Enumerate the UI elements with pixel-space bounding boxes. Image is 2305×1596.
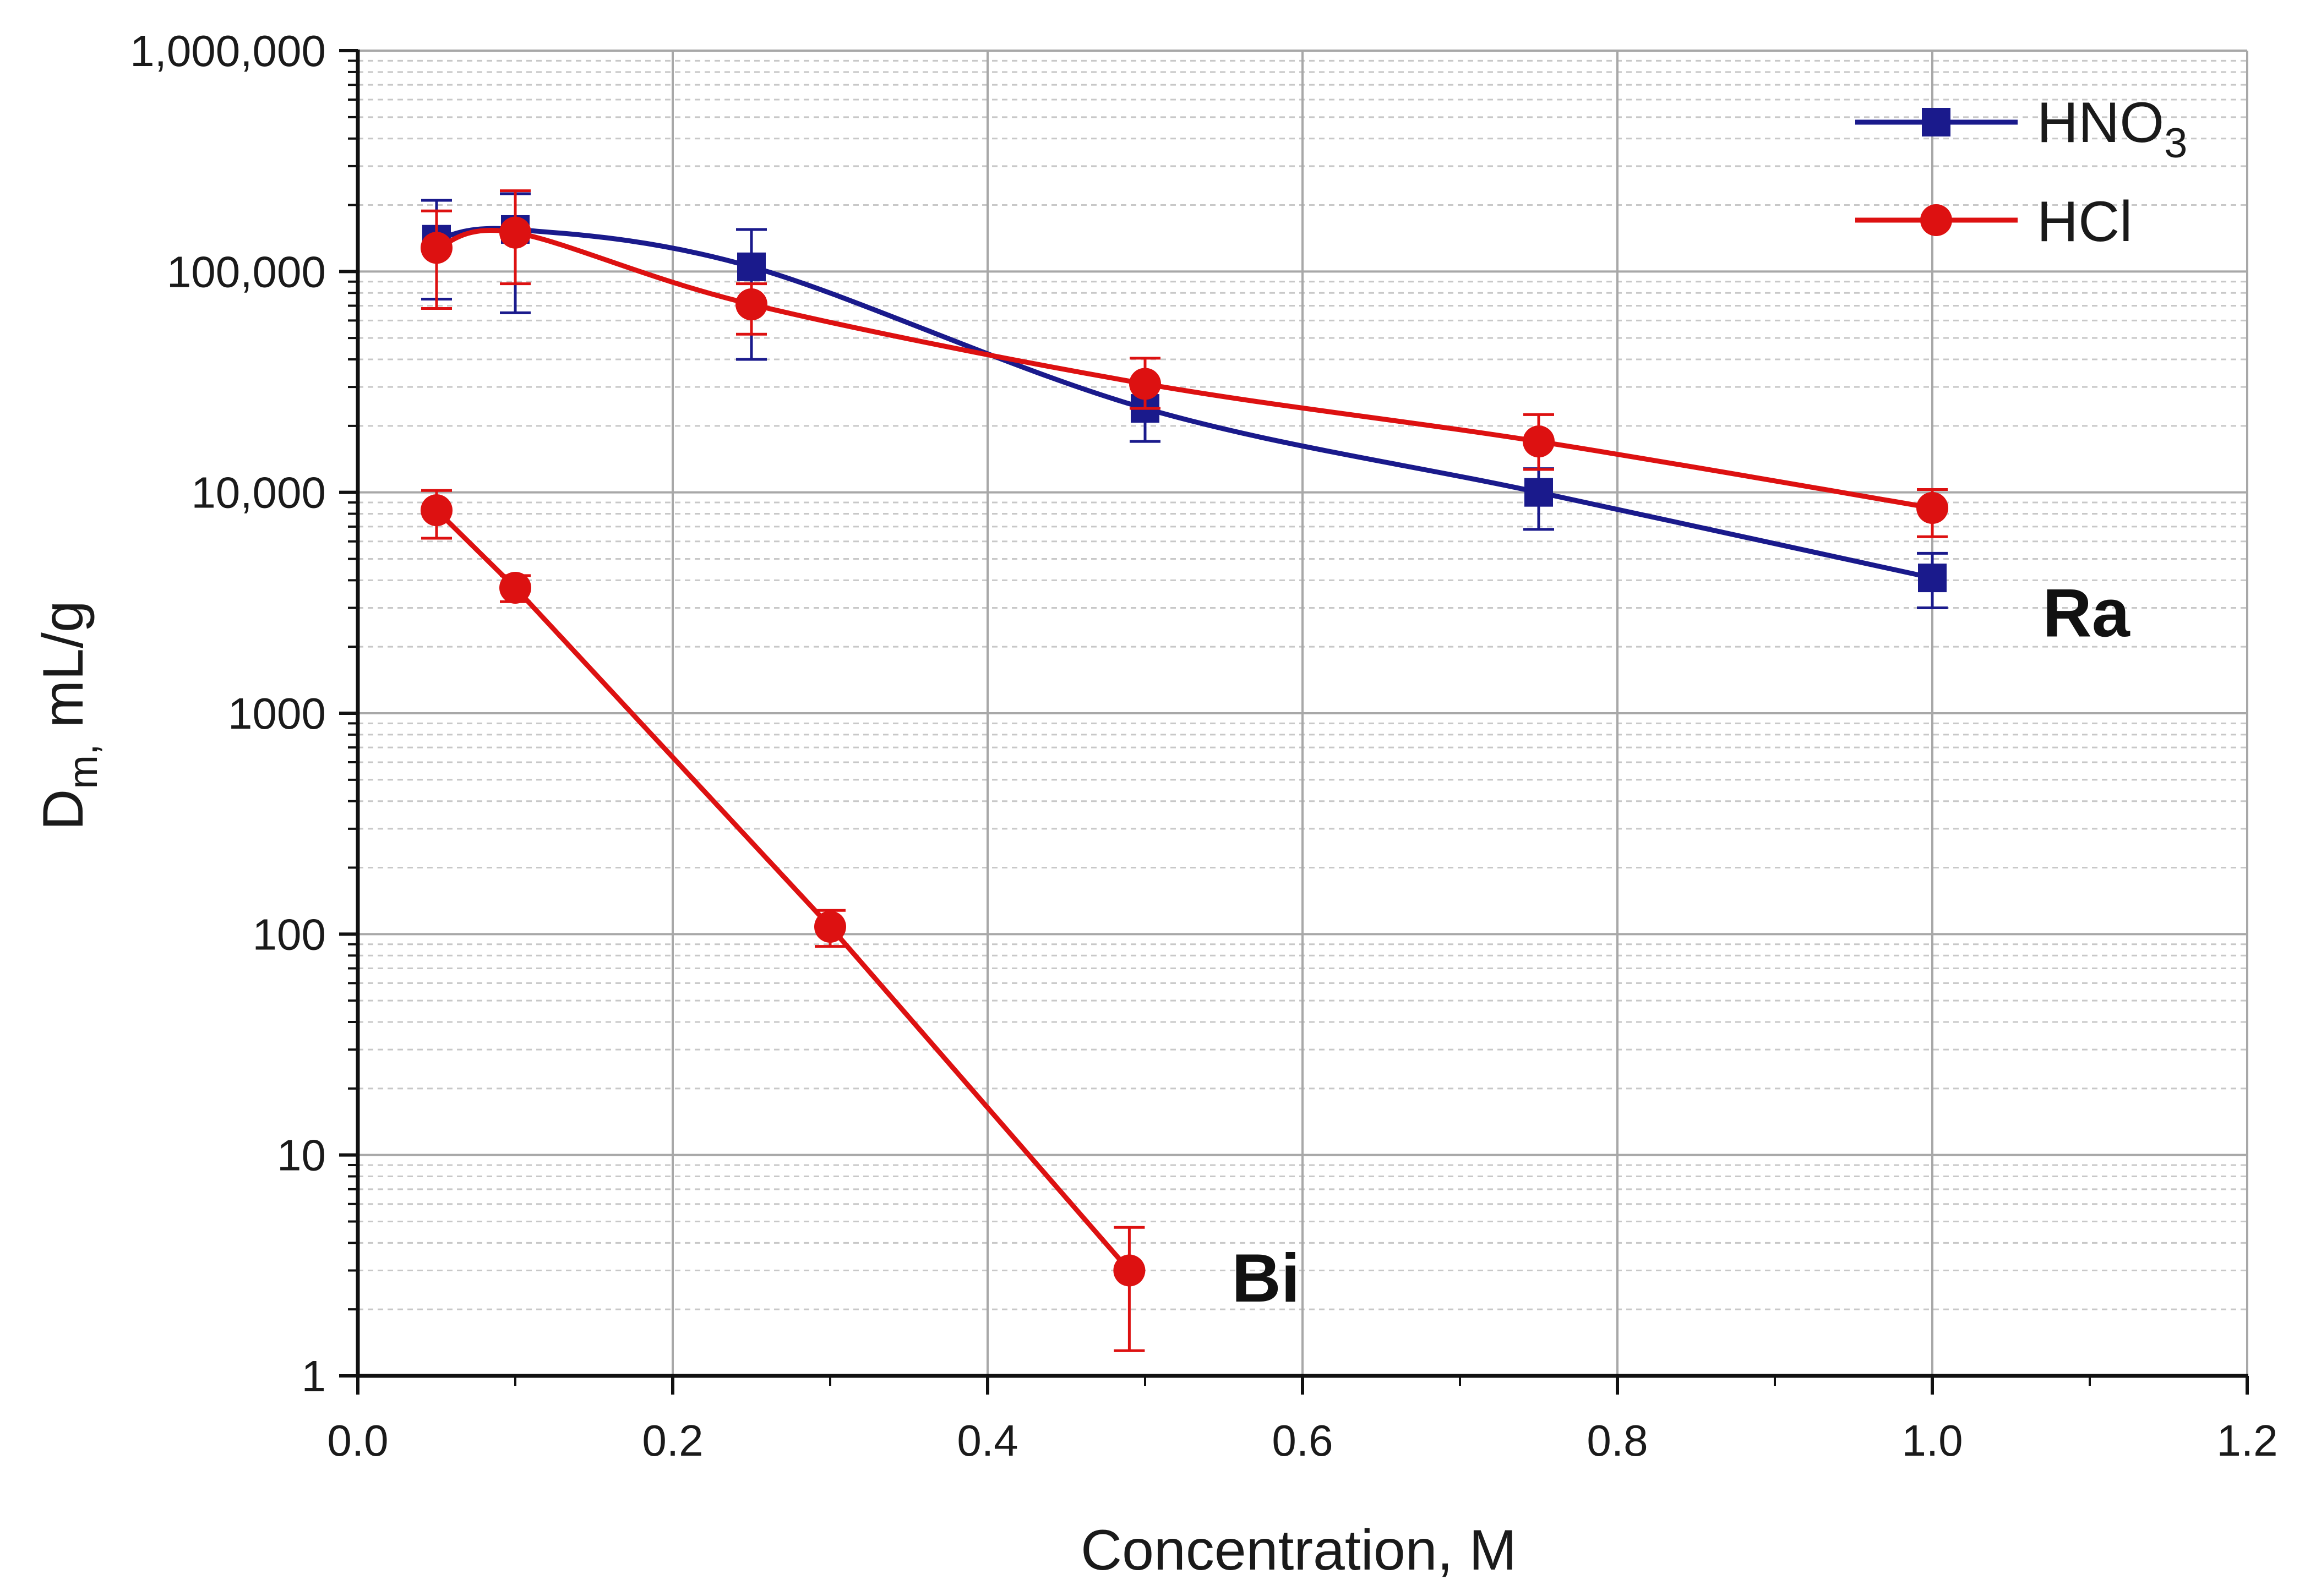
data-point bbox=[1916, 491, 1948, 524]
x-tick-label: 1.2 bbox=[2216, 1416, 2277, 1465]
data-point bbox=[735, 288, 767, 321]
data-point bbox=[421, 494, 453, 527]
x-tick-label: 0.6 bbox=[1272, 1416, 1333, 1465]
annotation-bi: Bi bbox=[1231, 1240, 1300, 1316]
data-point bbox=[814, 910, 846, 943]
data-point bbox=[737, 252, 766, 281]
data-point bbox=[1524, 478, 1553, 507]
data-point bbox=[1113, 1254, 1146, 1287]
legend-label-hcl: HCl bbox=[2037, 190, 2132, 254]
x-tick-label: 0.8 bbox=[1587, 1416, 1648, 1465]
y-tick-label: 1000 bbox=[228, 689, 326, 738]
legend-label-hno3: HNO3 bbox=[2037, 91, 2187, 167]
y-tick-label: 1,000,000 bbox=[130, 26, 326, 75]
x-tick-label: 1.0 bbox=[1901, 1416, 1963, 1465]
legend: HNO3 HCl bbox=[1855, 91, 2187, 254]
y-tick-label: 100,000 bbox=[167, 247, 326, 296]
data-point bbox=[499, 571, 531, 604]
legend-label-hno3-subscript: 3 bbox=[2164, 120, 2187, 167]
legend-marker-hcl bbox=[1920, 204, 1952, 236]
grid bbox=[357, 50, 2248, 1377]
y-tick-label: 10,000 bbox=[191, 468, 326, 517]
x-tick-label: 0.2 bbox=[642, 1416, 703, 1465]
ticks: 1 10 100 1000 10,000 100,000 1,000,000 0.0 0.2 0.… bbox=[130, 26, 2278, 1465]
y-axis-title-main: D bbox=[31, 789, 95, 830]
data-point bbox=[1918, 564, 1947, 593]
data-point bbox=[1523, 425, 1555, 458]
y-axis-title-suffix: mL/g bbox=[31, 600, 95, 744]
series-line bbox=[436, 226, 1933, 581]
data-point bbox=[499, 216, 531, 249]
annotation-ra: Ra bbox=[2042, 576, 2130, 652]
data-point bbox=[421, 232, 453, 264]
y-tick-label: 100 bbox=[253, 910, 326, 959]
x-tick-label: 0.0 bbox=[327, 1416, 388, 1465]
x-axis-title: Concentration, M bbox=[1081, 1518, 1517, 1582]
y-axis-title-subscript: m, bbox=[60, 744, 106, 789]
series-line bbox=[435, 227, 1933, 511]
y-tick-label: 10 bbox=[277, 1131, 326, 1180]
data-point bbox=[1129, 368, 1161, 400]
legend-marker-hno3 bbox=[1922, 108, 1950, 136]
x-tick-label: 0.4 bbox=[957, 1416, 1018, 1465]
legend-label-hno3-main: HNO bbox=[2037, 91, 2164, 155]
series-layer bbox=[421, 189, 1948, 1352]
series-line bbox=[434, 508, 1131, 1272]
series-ra-hcl bbox=[421, 189, 1948, 538]
series-bi-hcl bbox=[421, 489, 1146, 1352]
y-axis-title: Dm, mL/g bbox=[31, 600, 106, 830]
y-tick-label: 1 bbox=[302, 1352, 326, 1401]
